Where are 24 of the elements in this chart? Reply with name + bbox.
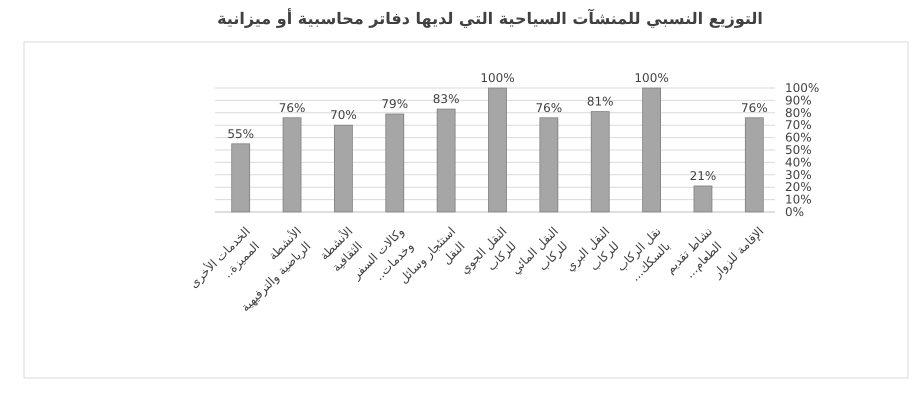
y-tick-label: 100% (785, 81, 820, 95)
data-label: 76% (740, 100, 768, 115)
y-tick-label: 0% (785, 205, 804, 219)
data-label: 76% (278, 100, 306, 115)
y-tick-label: 60% (785, 130, 812, 145)
y-tick-label: 10% (785, 192, 812, 207)
data-label: 55% (227, 126, 254, 141)
y-tick-label: 70% (785, 118, 812, 132)
data-label: 76% (536, 100, 562, 115)
title: التوزيع النسبي للمنشآت السياحية التي لديها دفاتر محاسبية أو ميزانية (217, 9, 763, 28)
data-label: 83% (432, 92, 460, 106)
y-tick-label: 30% (785, 168, 812, 182)
x-tick-label: الخدمات الأخرى المميزة.. (186, 224, 265, 291)
y-tick-label: 40% (785, 155, 812, 170)
y-tick-label: 50% (785, 143, 812, 157)
y-tick-label: 20% (785, 180, 812, 194)
data-label: 100% (634, 71, 669, 85)
y-tick-label: 90% (785, 93, 812, 108)
data-label: 81% (586, 94, 614, 109)
data-label: 79% (381, 97, 408, 112)
data-label: 70% (330, 108, 357, 122)
data-label: 21% (690, 168, 716, 183)
data-label: 100% (480, 71, 515, 85)
y-tick-label: 80% (785, 106, 812, 120)
